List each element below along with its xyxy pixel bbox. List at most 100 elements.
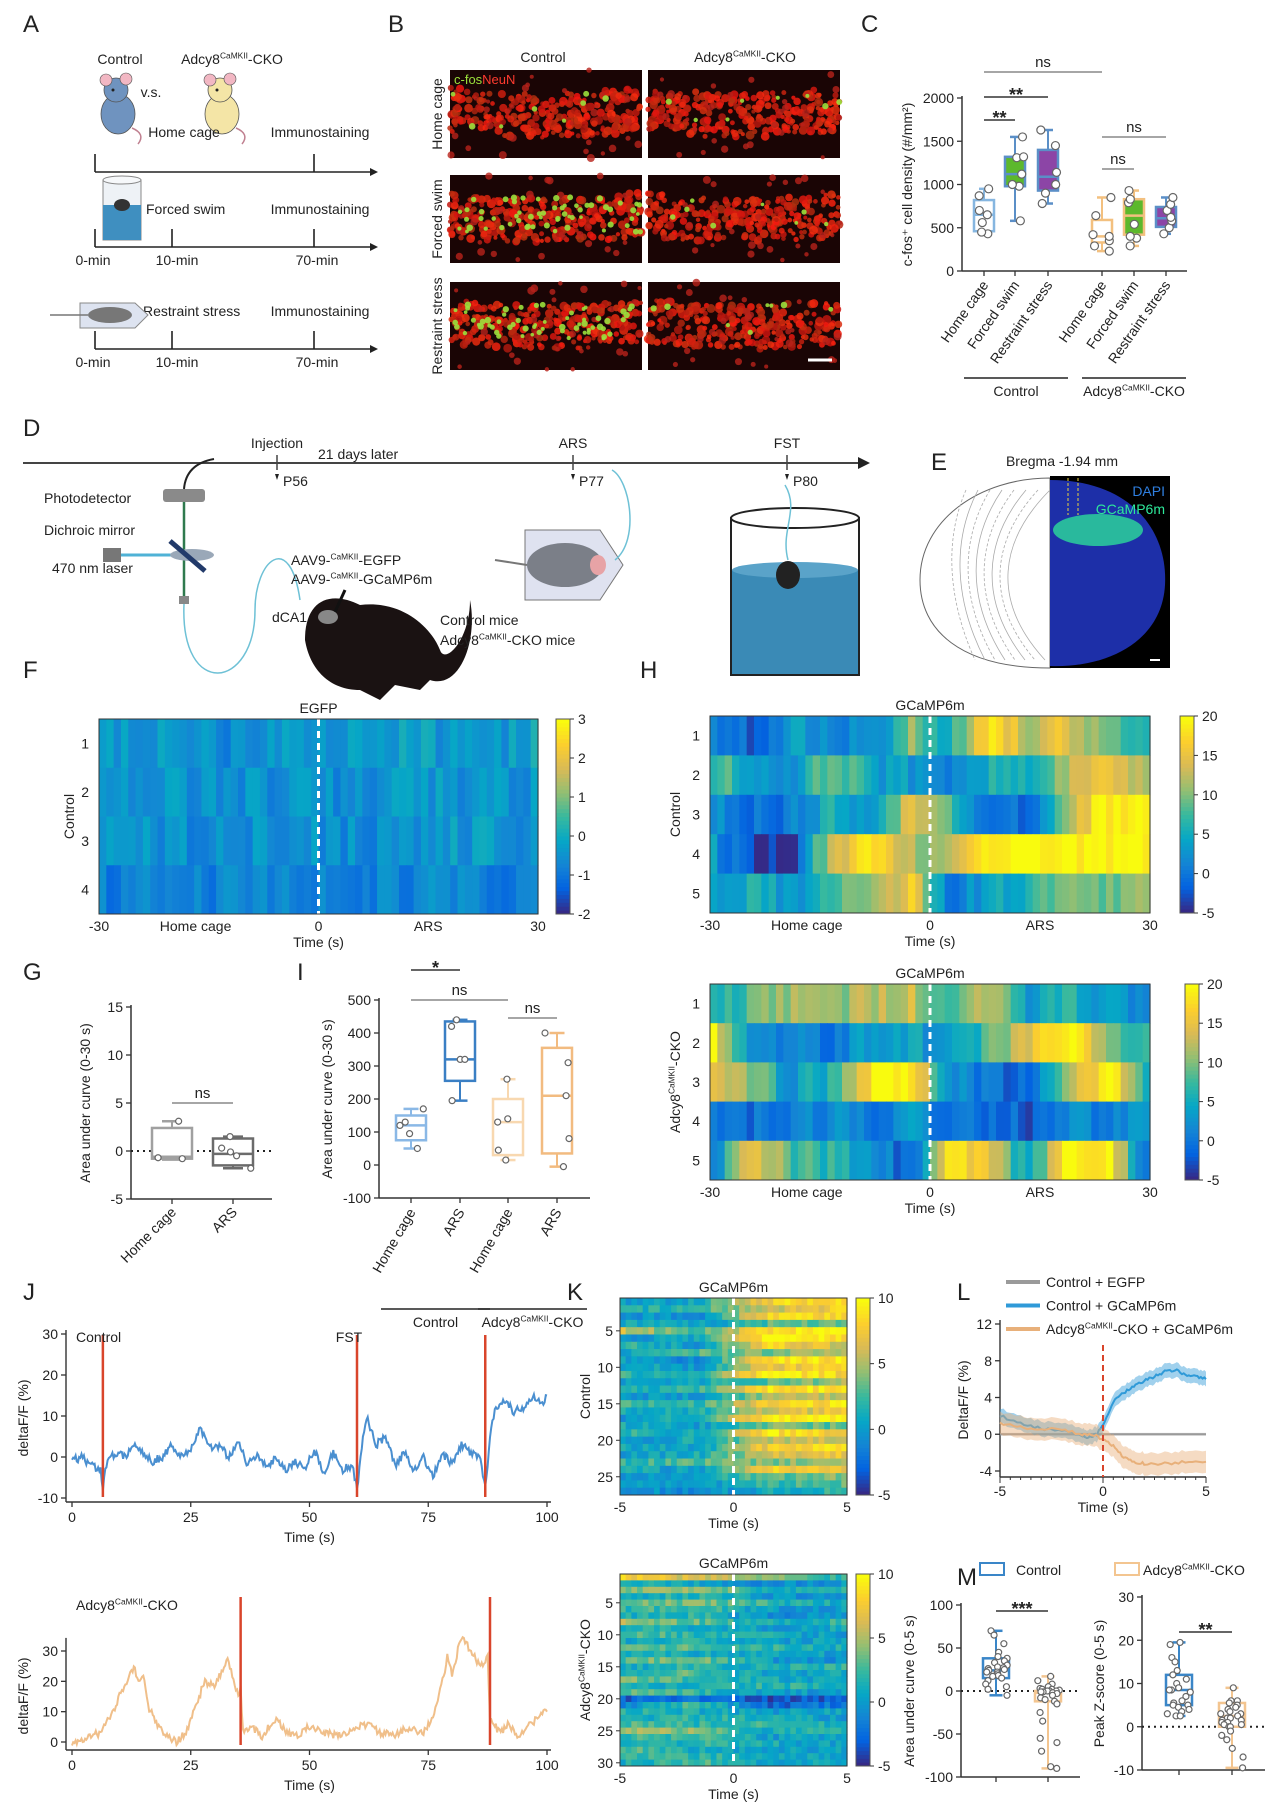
heatmap-cell bbox=[841, 1650, 848, 1658]
heatmap-cell bbox=[835, 1727, 842, 1735]
heatmap-cell bbox=[693, 1480, 701, 1489]
heatmap-cell bbox=[959, 984, 968, 1024]
heatmap-cell bbox=[1128, 834, 1136, 874]
heatmap-cell bbox=[705, 1753, 712, 1760]
heatmap-cell bbox=[631, 1689, 638, 1696]
significance-label: ** bbox=[1009, 85, 1023, 105]
heatmap-cell bbox=[671, 1670, 678, 1677]
category-label: Home cage bbox=[466, 1205, 516, 1275]
heatmap-cell bbox=[722, 1682, 729, 1690]
heatmap-cell bbox=[1018, 716, 1026, 756]
heatmap-cell bbox=[750, 1363, 757, 1372]
heatmap-cell bbox=[744, 1638, 752, 1645]
heatmap-cell bbox=[744, 1580, 752, 1588]
heatmap-cell bbox=[761, 1708, 769, 1716]
heatmap-cell bbox=[801, 1349, 808, 1357]
heatmap-cell bbox=[818, 1650, 825, 1658]
heatmap-cell bbox=[659, 1392, 666, 1401]
heatmap-cell bbox=[841, 1612, 848, 1620]
heatmap-cell bbox=[807, 1443, 814, 1452]
heatmap-cell bbox=[710, 716, 718, 756]
colorbar-segment bbox=[556, 832, 570, 837]
heatmap-cell bbox=[710, 1023, 718, 1063]
heatmap-cell bbox=[682, 1740, 689, 1748]
heatmap-cell bbox=[767, 1305, 774, 1313]
heatmap-cell bbox=[113, 767, 122, 817]
heatmap-cell bbox=[908, 984, 916, 1024]
heatmap-cell bbox=[824, 1327, 831, 1335]
heatmap-cell bbox=[746, 984, 755, 1024]
heatmap-cell bbox=[841, 1370, 848, 1379]
heatmap-cell bbox=[801, 1378, 808, 1386]
heatmap-cell bbox=[648, 1363, 655, 1372]
heatmap-cell bbox=[1047, 755, 1056, 796]
heatmap-cell bbox=[494, 767, 503, 817]
heatmap-cell bbox=[790, 1101, 799, 1142]
data-point bbox=[1217, 1710, 1225, 1718]
heatmap-cell bbox=[710, 1650, 718, 1658]
heatmap-cell bbox=[784, 1663, 791, 1671]
heatmap-cell bbox=[716, 1312, 723, 1321]
heatmap-cell bbox=[710, 1356, 718, 1365]
label: ARS bbox=[414, 918, 443, 934]
heatmap-cell bbox=[773, 1370, 780, 1379]
heatmap-cell bbox=[750, 1682, 757, 1690]
heatmap-cell bbox=[812, 1341, 820, 1350]
significance-label: ns bbox=[195, 1085, 211, 1102]
heatmap-cell bbox=[756, 1644, 763, 1652]
heatmap-cell bbox=[733, 1574, 740, 1581]
colorbar-segment bbox=[856, 1491, 870, 1496]
heatmap-cell bbox=[631, 1356, 638, 1365]
panel-label: A bbox=[23, 11, 39, 38]
heatmap-cell bbox=[773, 1708, 780, 1716]
heatmap-cell bbox=[966, 1062, 975, 1102]
heatmap-cell bbox=[682, 1638, 689, 1645]
heatmap-cell bbox=[716, 1305, 723, 1313]
heatmap-cell bbox=[798, 834, 806, 874]
heatmap-cell bbox=[778, 1746, 786, 1754]
heatmap-cell bbox=[642, 1465, 649, 1474]
heatmap-cell bbox=[744, 1695, 752, 1703]
heatmap-cell bbox=[773, 1429, 780, 1438]
heatmap-cell bbox=[682, 1625, 689, 1632]
heatmap-cell bbox=[812, 1599, 820, 1607]
heatmap-cell bbox=[744, 1392, 752, 1401]
heatmap-cell bbox=[829, 1663, 837, 1671]
heatmap-cell bbox=[457, 865, 466, 915]
arrow-down-icon bbox=[571, 474, 575, 480]
heatmap-cell bbox=[659, 1407, 666, 1416]
heatmap-cell bbox=[841, 1746, 848, 1754]
heatmap-cell bbox=[778, 1574, 786, 1581]
heatmap-cell bbox=[659, 1676, 666, 1684]
heatmap-cell bbox=[727, 1650, 735, 1658]
heatmap-cell bbox=[722, 1759, 729, 1767]
heatmap-cell bbox=[784, 1695, 791, 1703]
heatmap-cell bbox=[710, 1625, 718, 1632]
heatmap-cell bbox=[648, 1312, 655, 1321]
heatmap-cell bbox=[688, 1385, 695, 1394]
heatmap-cell bbox=[642, 1753, 649, 1760]
heatmap-cell bbox=[682, 1663, 689, 1671]
heatmap-cell bbox=[642, 1392, 649, 1401]
heatmap-cell bbox=[676, 1443, 684, 1452]
heatmap-cell bbox=[750, 1631, 757, 1639]
heatmap-cell bbox=[812, 1298, 820, 1306]
heatmap-cell bbox=[1032, 716, 1041, 756]
heatmap-cell bbox=[1142, 834, 1151, 874]
heatmap-cell bbox=[676, 1436, 684, 1445]
x-tick-label: 75 bbox=[420, 1509, 436, 1525]
heatmap-cell bbox=[783, 1101, 792, 1142]
heatmap-cell bbox=[413, 816, 422, 866]
heatmap-cell bbox=[756, 1746, 763, 1754]
heatmap-cell bbox=[457, 816, 466, 866]
heatmap-cell bbox=[179, 767, 188, 817]
heatmap-cell bbox=[457, 767, 466, 817]
heatmap-cell bbox=[325, 767, 334, 817]
heatmap-cell bbox=[812, 755, 821, 796]
heatmap-cell bbox=[773, 1663, 780, 1671]
heatmap-cell bbox=[1003, 984, 1012, 1024]
heatmap-row bbox=[620, 1341, 848, 1350]
heatmap-cell bbox=[642, 1695, 649, 1703]
heatmap-cell bbox=[693, 1378, 701, 1386]
heatmap-cell bbox=[710, 1740, 718, 1748]
